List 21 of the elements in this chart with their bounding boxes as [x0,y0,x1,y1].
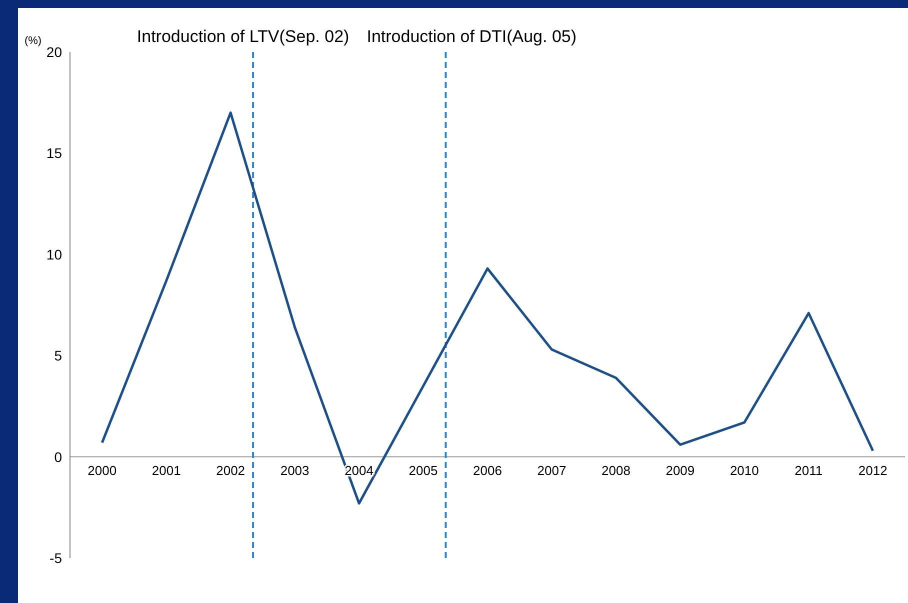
y-tick-label: 10 [46,246,62,262]
x-tick-label: 2008 [602,462,630,478]
x-tick-label: 2000 [88,462,117,478]
x-tick-label: 2012 [858,462,888,478]
ref-line-label: Introduction of LTV(Sep. 02) [136,27,350,46]
y-tick-label: 20 [46,44,62,60]
x-tick-label: 2011 [794,462,823,478]
x-tick-label: 2006 [473,462,502,478]
x-tick-label: 2007 [537,462,566,478]
x-tick-label: 2005 [408,462,438,478]
y-axis-title: (%) [24,35,42,47]
x-tick-label: 2002 [216,462,246,478]
x-tick-label: 2009 [666,462,695,478]
x-tick-label: 2010 [730,462,759,478]
y-tick-label: 5 [54,348,62,364]
y-tick-label: 15 [46,145,62,162]
y-tick-label: 0 [54,448,62,465]
y-tick-label: -5 [50,550,62,566]
x-tick-label: 2001 [152,462,181,478]
x-tick-label: 2003 [280,462,310,478]
ref-line-label: Introduction of DTI(Aug. 05) [366,27,577,46]
